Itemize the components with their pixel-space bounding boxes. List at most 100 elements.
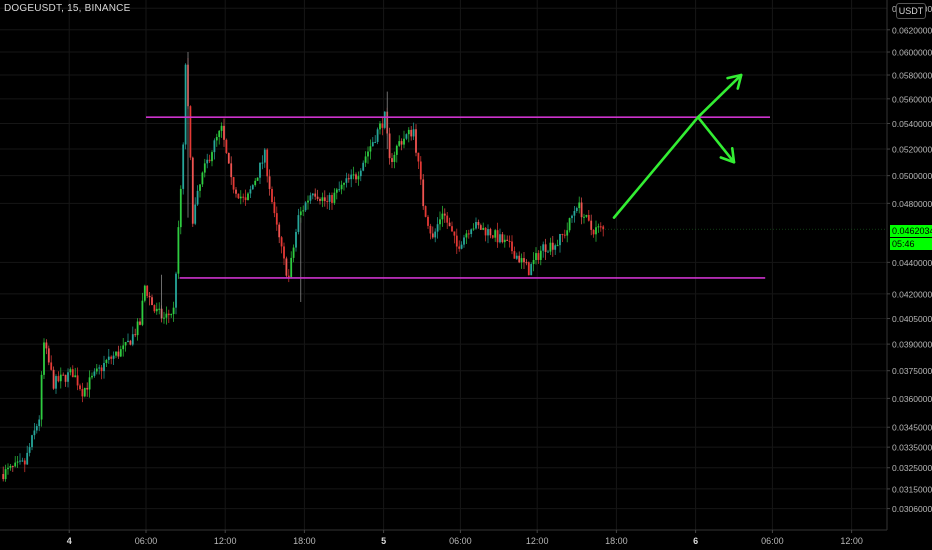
candle-body <box>508 240 511 242</box>
time-tick-label: 18:00 <box>605 536 628 546</box>
candle-body <box>242 196 245 198</box>
candle-body <box>535 253 537 260</box>
candle-body <box>523 258 525 263</box>
candle-body <box>91 375 93 378</box>
candle-body <box>50 362 53 370</box>
candle-body <box>283 246 285 259</box>
candle-body <box>256 177 259 181</box>
candle-body <box>263 149 266 163</box>
candle-body <box>103 362 105 372</box>
candle-body <box>208 159 211 162</box>
candle-body <box>146 285 149 296</box>
candle-body <box>170 314 173 316</box>
candle-body <box>31 435 33 448</box>
candle-body <box>578 202 581 209</box>
candle-body <box>530 264 533 276</box>
candle-body <box>57 376 60 382</box>
candle-body <box>381 123 384 128</box>
currency-button[interactable]: USDT <box>896 3 926 19</box>
candle-body <box>424 206 427 217</box>
candle-body <box>213 140 216 153</box>
candle-body <box>350 174 353 180</box>
candle-body <box>571 215 573 219</box>
candle-body <box>527 262 530 276</box>
price-tick-label: 0.0325000 <box>892 463 932 473</box>
arrow-head-down <box>719 147 736 164</box>
price-tick-label: 0.0390000 <box>892 340 932 350</box>
candle-body <box>143 285 146 301</box>
time-tick-label: 06:00 <box>135 536 158 546</box>
candle-body <box>93 371 96 376</box>
candle-body <box>194 204 197 224</box>
candle-body <box>311 193 314 196</box>
candle-body <box>484 227 487 236</box>
candle-body <box>266 149 269 177</box>
candle-body <box>515 255 518 259</box>
candle-body <box>211 152 213 162</box>
candle-body <box>539 250 542 260</box>
candle-body <box>451 226 453 232</box>
price-tick-label: 0.0500000 <box>892 171 932 181</box>
candle-body <box>71 369 74 378</box>
price-tick-label: 0.0375000 <box>892 366 932 376</box>
candle-body <box>119 349 122 357</box>
candle-body <box>326 201 329 203</box>
candle-body <box>347 178 350 180</box>
candle-body <box>227 152 230 164</box>
candle-body <box>453 231 456 236</box>
candle-body <box>35 426 38 431</box>
candle-body <box>547 251 549 253</box>
time-tick-label: 12:00 <box>526 536 549 546</box>
candle-body <box>561 234 564 236</box>
candle-body <box>393 154 396 162</box>
candle-body <box>81 389 84 397</box>
candlestick-series <box>2 52 605 482</box>
candle-body <box>184 64 187 145</box>
candle-body <box>83 387 86 397</box>
candle-body <box>299 211 302 216</box>
candle-body <box>196 190 199 205</box>
candle-body <box>458 246 461 249</box>
candle-body <box>122 345 125 350</box>
candle-body <box>237 193 240 199</box>
candle-body <box>482 227 485 230</box>
candle-body <box>76 375 79 386</box>
candle-body <box>338 189 341 191</box>
candle-body <box>597 226 600 228</box>
time-tick-label: 12:00 <box>840 536 863 546</box>
time-axis[interactable]: 4 06:00 12:00 18:00 5 06:00 12:00 18:00 6 06:00 12… <box>0 529 887 546</box>
candle-body <box>16 461 19 463</box>
candle-body <box>323 197 326 202</box>
candle-body <box>64 374 67 382</box>
candle-body <box>127 340 129 343</box>
candle-body <box>239 196 242 199</box>
candle-body <box>199 184 201 191</box>
candle-body <box>172 307 175 315</box>
candle-body <box>69 369 72 373</box>
candle-body <box>268 176 271 189</box>
price-tick-label: 0.0540000 <box>892 119 932 129</box>
candle-body <box>297 215 300 232</box>
candle-body <box>580 202 583 218</box>
candle-body <box>23 460 26 465</box>
candle-body <box>2 474 5 480</box>
price-axis[interactable]: 0.06400000.06200000.06000000.05800000.05… <box>602 0 932 530</box>
candle-body <box>302 210 305 212</box>
candle-body <box>415 129 417 153</box>
candle-body <box>556 245 559 247</box>
candle-body <box>575 208 578 212</box>
candle-body <box>290 257 293 277</box>
candle-body <box>403 138 405 145</box>
candle-body <box>559 234 561 246</box>
price-tick-label: 0.0315000 <box>892 484 932 494</box>
candle-body <box>95 368 98 372</box>
candle-body <box>249 189 252 194</box>
candle-body <box>371 142 374 147</box>
candle-body <box>43 342 45 375</box>
candle-body <box>513 251 516 259</box>
candle-body <box>520 258 523 263</box>
candle-body <box>124 342 127 346</box>
time-tick-label: 06:00 <box>761 536 784 546</box>
candle-body <box>115 351 117 356</box>
